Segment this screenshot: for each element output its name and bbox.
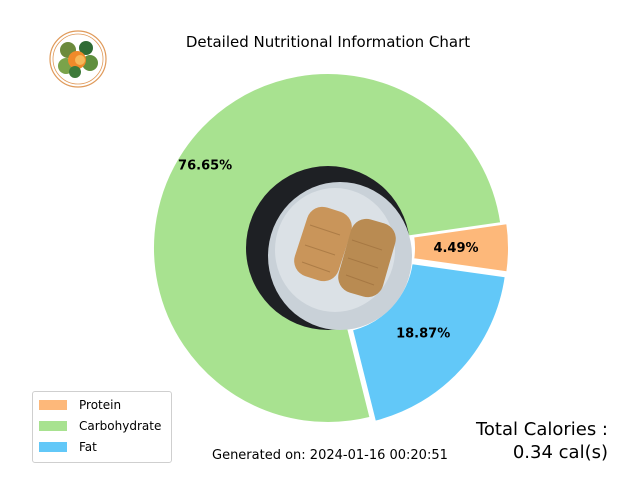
food-plate-photo (246, 166, 412, 330)
legend-label-carbohydrate: Carbohydrate (79, 419, 162, 433)
total-calories-value: 0.34 cal(s) (512, 442, 608, 463)
legend-swatch-fat (39, 442, 67, 452)
legend-label-protein: Protein (79, 398, 122, 412)
chart-legend: Protein Carbohydrate Fat (32, 391, 172, 463)
generated-timestamp: Generated on: 2024-01-16 00:20:51 (212, 448, 448, 463)
vegetable-bowl-logo-icon (46, 30, 110, 88)
legend-swatch-protein (39, 400, 67, 410)
slice-label-protein: 4.49% (433, 241, 478, 256)
legend-label-fat: Fat (79, 440, 97, 454)
legend-swatch-carbohydrate (39, 421, 67, 431)
chart-title: Detailed Nutritional Information Chart (185, 33, 471, 51)
total-calories: Total Calories : 0.34 cal(s) (476, 418, 608, 464)
slice-label-fat: 18.87% (396, 327, 450, 342)
slice-label-carbohydrate: 76.65% (178, 158, 232, 173)
slice-percent-labels: 4.49% 76.65% 18.87% (178, 158, 479, 341)
total-calories-label: Total Calories : (475, 419, 608, 440)
